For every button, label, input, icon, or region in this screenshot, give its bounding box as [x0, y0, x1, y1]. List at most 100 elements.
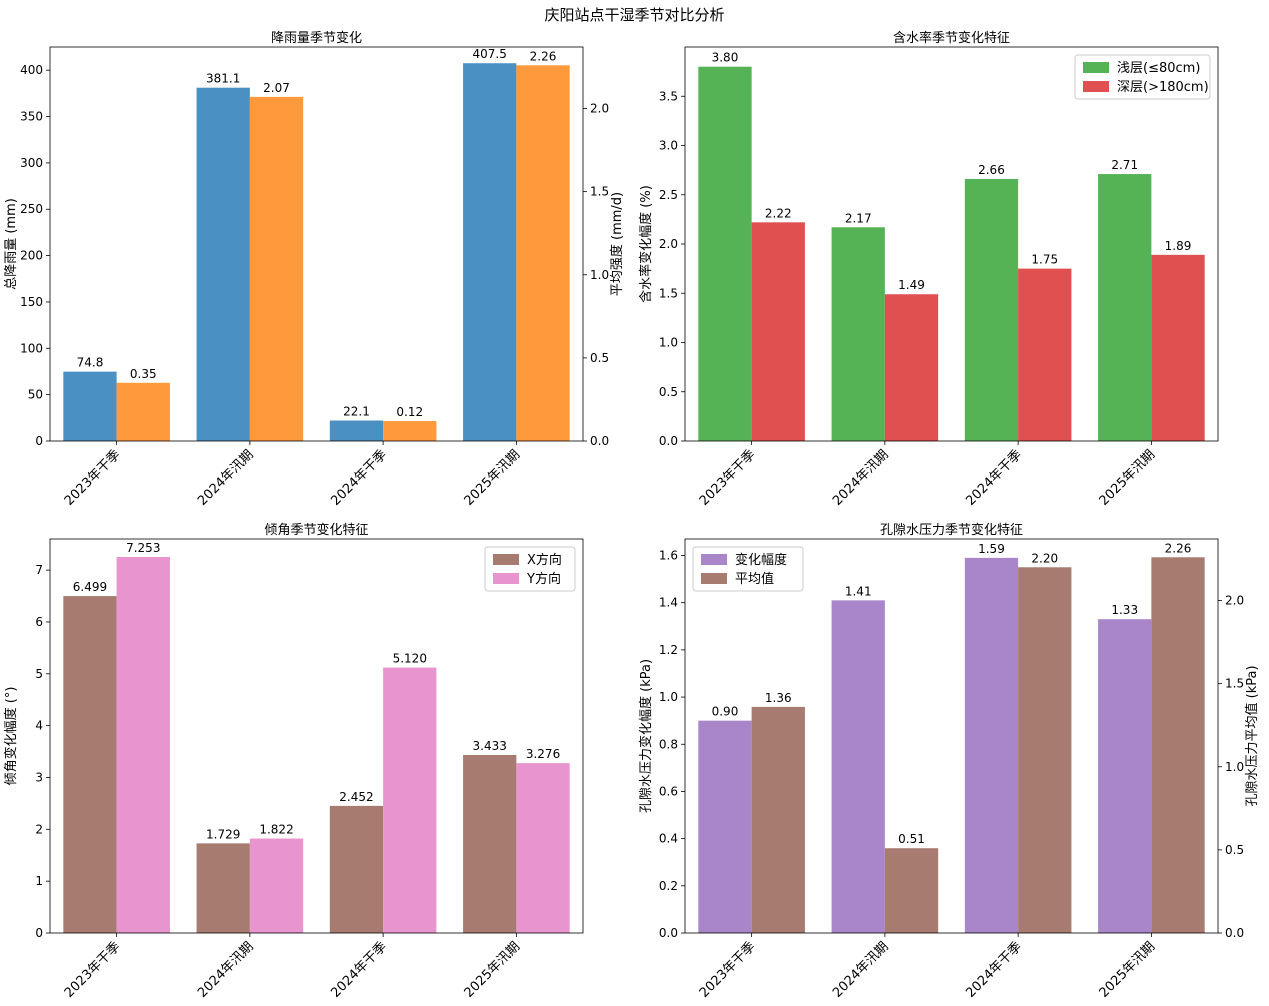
pore-xtick-label-1: 2024年汛期 [830, 939, 892, 1001]
pore-data-label-s0-2: 1.59 [978, 542, 1005, 556]
rain-ytick-label-8: 400 [20, 63, 43, 77]
moisture-legend-swatch-0 [1083, 62, 1109, 73]
rain-data-label-s1-3: 2.26 [530, 49, 557, 63]
tilt-data-label-s1-2: 5.120 [393, 652, 427, 666]
tilt-legend: X方向 Y方向 [484, 546, 576, 592]
tilt-data-label-s0-1: 1.729 [206, 827, 240, 841]
pore-bar-s1-0 [751, 706, 805, 933]
moisture-ytick-label-6: 3.0 [659, 139, 678, 153]
pore-ytick-label-3: 0.6 [659, 784, 678, 798]
pore-legend-swatch-1 [701, 573, 727, 584]
tilt-data-label-s0-3: 3.433 [473, 739, 507, 753]
moisture-ytick-label-4: 2.0 [659, 237, 678, 251]
pore-bar-s0-2 [964, 557, 1019, 933]
pore-data-label-s1-1: 0.51 [898, 832, 925, 846]
pore-ytick-right-label-4: 2.0 [1225, 594, 1244, 608]
pore-chart: 孔隙水压力季节变化特征 0.90 1.41 1.59 1.33 1.36 0.51 2.20 2… [638, 522, 1260, 1001]
pore-legend-label-1: 平均值 [735, 571, 774, 587]
tilt-ytick-label-0: 0 [35, 926, 43, 940]
rain-bar-s0-0 [63, 371, 117, 441]
rain-ytick-label-3: 150 [20, 295, 43, 309]
moisture-chart: 含水率季节变化特征 3.80 2.17 2.66 2.71 2.22 1.49 1.75 1.8… [638, 30, 1219, 509]
moisture-bar-s1-1 [884, 294, 939, 441]
pore-plot-frame [684, 538, 1219, 934]
tilt-bar-s0-3 [463, 755, 517, 933]
rain-bar-s0-1 [196, 87, 250, 442]
moisture-legend-label-0: 浅层(≤80cm) [1117, 61, 1200, 76]
pore-data-label-s1-2: 2.20 [1031, 551, 1058, 565]
pore-bar-s1-2 [1018, 567, 1072, 933]
rain-ytick-label-7: 350 [20, 110, 43, 124]
moisture-data-label-s0-3: 2.71 [1111, 158, 1138, 172]
pore-ytick-label-4: 0.8 [659, 737, 678, 751]
rain-ytick-label-1: 50 [28, 388, 43, 402]
pore-ytick-label-1: 0.2 [659, 879, 678, 893]
tilt-legend-label-1: Y方向 [526, 571, 561, 587]
pore-xtick-label-0: 2023年干季 [697, 939, 759, 1001]
pore-data-label-s1-3: 2.26 [1165, 541, 1192, 555]
rain-data-label-s0-2: 22.1 [343, 405, 370, 419]
pore-ytick-right-label-2: 1.0 [1225, 760, 1244, 774]
tilt-xtick-label-1: 2024年汛期 [195, 939, 257, 1001]
pore-title: 孔隙水压力季节变化特征 [880, 522, 1023, 538]
tilt-bar-s0-2 [329, 805, 384, 933]
moisture-data-label-s0-2: 2.66 [978, 163, 1005, 177]
moisture-legend-label-1: 深层(>180cm) [1117, 80, 1209, 95]
tilt-data-label-s0-0: 6.499 [73, 580, 107, 594]
tilt-ytick-label-1: 1 [35, 874, 43, 888]
rain-data-label-s1-1: 2.07 [263, 81, 290, 95]
tilt-title: 倾角季节变化特征 [264, 522, 368, 538]
moisture-xtick-label-3: 2025年汛期 [1097, 447, 1159, 509]
rain-ytick-label-2: 100 [20, 341, 43, 355]
rain-xtick-label-0: 2023年干季 [62, 447, 124, 509]
pore-ylabel: 孔隙水压力变化幅度 (kPa) [638, 659, 654, 813]
tilt-ylabel: 倾角变化幅度 (°) [3, 687, 19, 786]
moisture-ylabel: 含水率变化幅度 (%) [638, 185, 654, 303]
rain-xtick-label-1: 2024年汛期 [195, 447, 257, 509]
pore-ytick-label-0: 0.0 [659, 926, 678, 940]
rain-ytick-label-5: 250 [20, 202, 43, 216]
moisture-data-label-s0-1: 2.17 [845, 211, 872, 225]
tilt-bar-s1-2 [383, 667, 437, 933]
rain-ytick-right-label-4: 2.0 [590, 102, 609, 116]
moisture-xtick-label-2: 2024年干季 [963, 447, 1025, 509]
rain-ytick-label-4: 200 [20, 249, 43, 263]
moisture-xtick-label-0: 2023年干季 [697, 447, 759, 509]
moisture-bar-s0-0 [698, 66, 752, 441]
tilt-bar-s1-1 [249, 838, 304, 933]
rain-bar-s0-3 [463, 63, 517, 441]
rain-ytick-right-label-0: 0.0 [590, 434, 609, 448]
pore-bar-s0-0 [698, 720, 752, 933]
moisture-data-label-s0-0: 3.80 [712, 51, 739, 65]
rain-data-label-s0-1: 381.1 [206, 72, 240, 86]
rain-ytick-label-6: 300 [20, 156, 43, 170]
pore-ytick-right-label-0: 0.0 [1225, 926, 1244, 940]
moisture-data-label-s1-3: 1.89 [1165, 239, 1192, 253]
rain-ylabel-right: 平均强度 (mm/d) [609, 192, 625, 296]
moisture-ytick-label-2: 1.0 [659, 336, 678, 350]
pore-ytick-label-2: 0.4 [659, 832, 678, 846]
moisture-bar-s0-3 [1098, 174, 1152, 441]
tilt-xtick-label-2: 2024年干季 [328, 939, 390, 1001]
tilt-legend-swatch-0 [493, 554, 519, 565]
rain-ytick-label-0: 0 [35, 434, 43, 448]
moisture-ytick-label-0: 0.0 [659, 434, 678, 448]
tilt-xtick-label-3: 2025年汛期 [462, 939, 524, 1001]
tilt-data-label-s1-0: 7.253 [126, 541, 160, 555]
pore-ytick-label-6: 1.2 [659, 643, 678, 657]
pore-bar-s1-3 [1151, 557, 1205, 933]
rain-data-label-s1-0: 0.35 [130, 367, 157, 381]
pore-ytick-label-5: 1.0 [659, 690, 678, 704]
pore-ytick-label-7: 1.4 [659, 596, 678, 610]
moisture-title: 含水率季节变化特征 [893, 30, 1010, 46]
moisture-ytick-label-3: 1.5 [659, 286, 678, 300]
pore-bar-s0-3 [1098, 619, 1152, 933]
rain-plot-frame [49, 46, 584, 442]
tilt-ytick-label-5: 5 [35, 667, 43, 681]
moisture-bar-s1-3 [1151, 254, 1205, 441]
rain-ylabel: 总降雨量 (mm) [4, 198, 19, 290]
tilt-data-label-s1-1: 1.822 [259, 823, 293, 837]
rain-bar-s1-2 [383, 421, 437, 441]
tilt-bar-s0-0 [63, 596, 117, 933]
